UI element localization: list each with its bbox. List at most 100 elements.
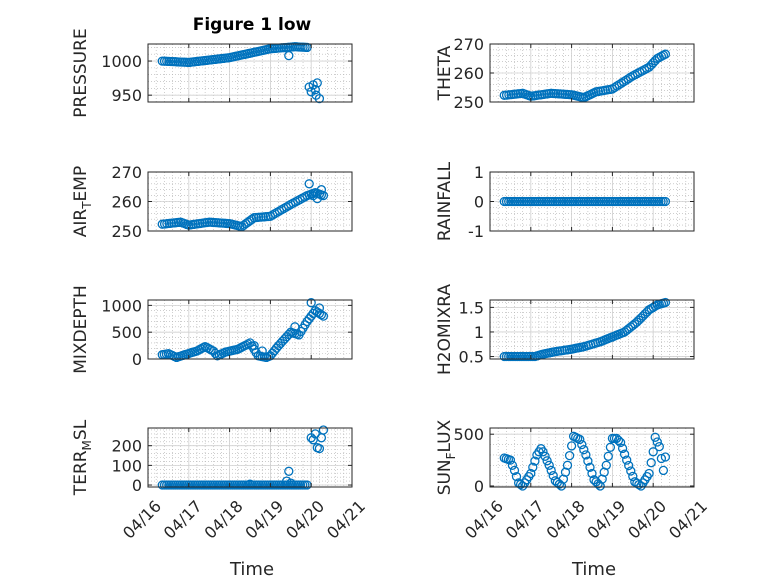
data-point: [628, 471, 638, 482]
data-point: [538, 447, 548, 457]
data-point: [597, 474, 607, 484]
data-point: [542, 456, 552, 466]
data-point: [270, 208, 280, 219]
data-point: [635, 67, 645, 77]
data-point: [528, 462, 538, 472]
data-point: [660, 452, 671, 462]
data-point: [654, 441, 664, 452]
axes-box: [147, 427, 353, 488]
data-point: [579, 445, 589, 455]
data-point: [603, 451, 613, 461]
data-point: [290, 322, 300, 332]
data-point: [515, 479, 526, 490]
data-point: [507, 460, 518, 470]
data-point: [660, 297, 671, 308]
x-tick-label: 04/20: [282, 497, 328, 543]
data-point: [279, 203, 289, 214]
data-point: [577, 439, 587, 450]
y-axis-label: PRESSURE: [71, 28, 91, 117]
data-point: [595, 481, 605, 491]
data-point: [316, 185, 327, 195]
y-tick-label: 1000: [101, 52, 142, 71]
data-point: [650, 301, 660, 311]
data-point: [601, 460, 611, 470]
data-point: [293, 196, 303, 206]
x-tick-label: 04/19: [241, 497, 287, 543]
data-point: [612, 81, 622, 91]
data-point: [284, 466, 294, 476]
data-point: [546, 465, 556, 476]
data-point: [544, 460, 554, 470]
y-tick-label: 260: [453, 64, 484, 83]
y-tick-label: 270: [453, 35, 484, 54]
data-point: [509, 465, 520, 476]
data-point: [314, 93, 325, 104]
data-point: [283, 201, 294, 211]
data-point: [530, 456, 540, 466]
data-point: [511, 471, 522, 482]
x-axis-label-right: Time: [571, 559, 616, 580]
data-point: [284, 50, 294, 61]
y-tick-label: 250: [111, 222, 142, 241]
x-tick-label: 04/16: [119, 497, 165, 543]
data-point: [318, 311, 329, 321]
data-point: [634, 479, 644, 490]
data-point: [575, 434, 585, 445]
data-point: [656, 453, 667, 464]
data-point: [316, 310, 327, 320]
y-tick-label: 0: [474, 193, 484, 212]
y-tick-label: 0: [132, 350, 142, 369]
y-tick-label: 200: [111, 437, 142, 456]
y-axis-label: MIXDEPTH: [71, 285, 91, 374]
axes-box: [489, 427, 695, 488]
x-tick-label: 04/17: [160, 497, 206, 543]
data-point: [247, 214, 257, 224]
axes-box: [147, 299, 353, 360]
y-tick-label: 0.5: [459, 348, 484, 367]
data-point: [660, 49, 671, 59]
y-tick-label: 500: [453, 425, 484, 444]
data-point: [644, 468, 654, 479]
y-tick-label: -1: [468, 222, 484, 241]
y-tick-label: 260: [111, 193, 142, 212]
data-point: [556, 481, 567, 491]
x-tick-label: 04/20: [624, 497, 670, 543]
x-tick-label: 04/17: [502, 497, 548, 543]
data-point: [625, 72, 636, 82]
data-point: [648, 447, 658, 457]
y-tick-label: 0: [474, 477, 484, 496]
data-point: [626, 466, 636, 476]
data-point: [566, 441, 577, 451]
data-point: [526, 468, 536, 479]
y-tick-label: 1: [474, 163, 484, 182]
data-point: [619, 449, 630, 459]
x-tick-label: 04/16: [461, 497, 507, 543]
y-axis-label: H2OMIXRA: [435, 284, 455, 375]
axes-box: [147, 43, 353, 103]
data-point: [505, 455, 516, 465]
y-tick-label: 0: [132, 476, 142, 495]
x-tick-label: 04/21: [323, 497, 369, 543]
y-tick-label: 500: [111, 323, 142, 342]
y-tick-label: 1: [474, 323, 484, 342]
x-tick-label: 04/18: [543, 497, 589, 543]
data-point: [650, 432, 660, 442]
y-tick-label: 1.5: [459, 298, 484, 317]
data-point: [622, 455, 632, 465]
plot-area: [490, 300, 694, 359]
data-point: [605, 442, 616, 452]
data-point: [585, 462, 595, 472]
y-tick-label: 1000: [101, 296, 142, 315]
data-point: [581, 450, 591, 460]
subplot-pressure: 950 1000 PRESSURE: [71, 28, 353, 118]
data-point: [245, 479, 255, 489]
data-point: [312, 78, 322, 88]
data-point: [249, 340, 259, 351]
data-point: [660, 196, 671, 207]
data-point: [652, 437, 662, 447]
